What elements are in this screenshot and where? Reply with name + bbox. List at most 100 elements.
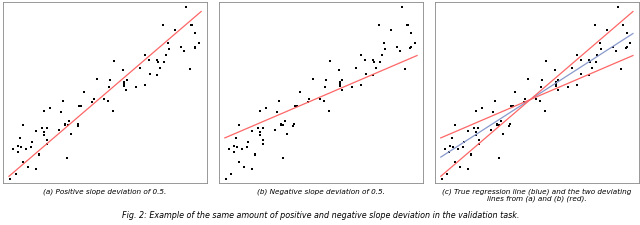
Point xyxy=(379,42,389,45)
Point xyxy=(319,100,329,103)
Point xyxy=(494,157,504,160)
Point xyxy=(463,129,473,133)
Point xyxy=(39,134,49,137)
Point xyxy=(541,60,551,64)
Point xyxy=(400,68,410,72)
Point xyxy=(255,134,265,137)
Point xyxy=(122,79,132,82)
Point xyxy=(392,46,402,49)
Point xyxy=(18,161,28,164)
Point xyxy=(410,42,420,46)
Point xyxy=(74,105,84,109)
Point xyxy=(550,85,561,88)
Point xyxy=(22,165,33,169)
Point xyxy=(518,101,529,105)
Point xyxy=(360,59,370,62)
Point xyxy=(380,48,390,51)
Text: (c) True regression line (blue) and the two deviating
lines from (a) and (b) (re: (c) True regression line (blue) and the … xyxy=(442,187,632,201)
Point xyxy=(368,74,378,78)
Point xyxy=(371,67,381,70)
Point xyxy=(471,130,481,134)
Point xyxy=(292,104,302,108)
Point xyxy=(490,100,500,104)
Point xyxy=(448,146,458,150)
Point xyxy=(21,147,31,151)
Point xyxy=(445,145,455,148)
Point xyxy=(458,146,468,150)
Point xyxy=(158,25,168,28)
Point xyxy=(374,25,384,28)
Point xyxy=(120,88,131,92)
Point xyxy=(280,119,290,123)
Point xyxy=(118,69,128,73)
Point xyxy=(584,74,594,78)
Point xyxy=(34,154,44,157)
Point xyxy=(550,81,561,85)
Point xyxy=(356,84,366,88)
Point xyxy=(242,146,252,150)
Point xyxy=(234,161,244,164)
Point xyxy=(356,54,366,57)
Point xyxy=(405,47,415,51)
Point xyxy=(540,109,550,113)
Point xyxy=(552,88,563,92)
Point xyxy=(360,72,371,76)
Point xyxy=(258,143,268,146)
Point xyxy=(31,168,41,171)
Point xyxy=(368,59,378,63)
Point xyxy=(163,42,173,45)
Point xyxy=(152,74,163,78)
Point xyxy=(622,46,632,49)
Point xyxy=(536,79,547,82)
Point xyxy=(613,6,623,9)
Point xyxy=(186,24,196,28)
Point xyxy=(140,54,150,57)
Point xyxy=(105,79,115,82)
Point xyxy=(470,134,481,137)
Point xyxy=(104,86,114,89)
Point xyxy=(255,130,266,134)
Point xyxy=(42,143,52,146)
Point xyxy=(611,50,621,53)
Point xyxy=(164,48,174,51)
Point xyxy=(228,145,239,148)
Point xyxy=(17,146,27,150)
Point xyxy=(591,61,601,64)
Point xyxy=(447,136,457,140)
Point xyxy=(534,100,545,103)
Point xyxy=(247,129,257,133)
Point xyxy=(13,150,23,154)
Point xyxy=(109,60,119,64)
Point xyxy=(474,127,484,130)
Point xyxy=(474,138,484,142)
Point xyxy=(593,54,603,58)
Point xyxy=(189,47,200,51)
Point xyxy=(468,127,479,130)
Point xyxy=(488,111,498,115)
Point xyxy=(403,24,413,28)
Point xyxy=(42,138,52,142)
Point xyxy=(506,105,516,109)
Point xyxy=(13,145,23,148)
Point xyxy=(321,79,331,82)
Point xyxy=(536,86,546,89)
Point xyxy=(333,69,344,73)
Point xyxy=(436,178,447,181)
Point xyxy=(524,78,534,81)
Text: (b) Negative slope deviation of 0.5.: (b) Negative slope deviation of 0.5. xyxy=(257,187,385,194)
Point xyxy=(444,150,454,154)
Point xyxy=(602,29,612,32)
Point xyxy=(278,124,289,127)
Point xyxy=(550,69,560,73)
Point xyxy=(119,81,129,85)
Text: (a) Positive slope deviation of 0.5.: (a) Positive slope deviation of 0.5. xyxy=(44,187,166,194)
Point xyxy=(471,110,481,113)
Point xyxy=(67,133,77,136)
Point xyxy=(440,148,450,151)
Point xyxy=(616,68,627,72)
Point xyxy=(193,42,204,46)
Point xyxy=(62,124,72,127)
Point xyxy=(60,123,70,126)
Point xyxy=(179,50,189,53)
Point xyxy=(155,67,165,70)
